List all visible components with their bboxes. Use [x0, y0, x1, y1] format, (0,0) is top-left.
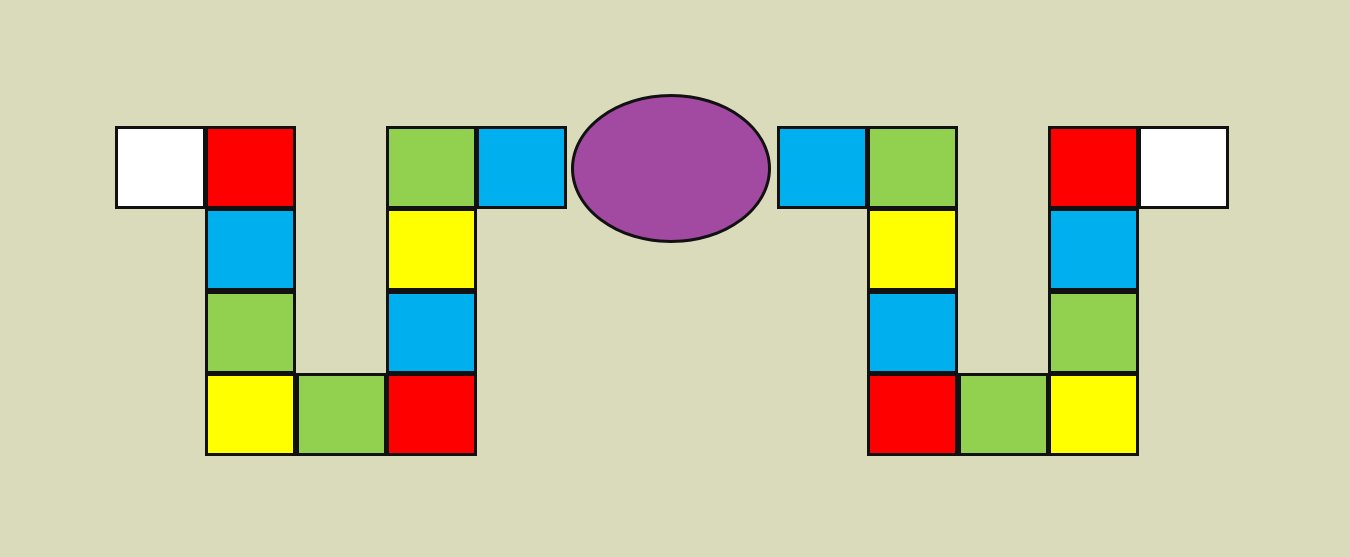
left-path-tile-2[interactable] — [205, 126, 296, 209]
right-path-tile-4[interactable] — [867, 291, 958, 374]
left-path-tile-3[interactable] — [205, 208, 296, 291]
right-path-tile-10[interactable] — [1048, 126, 1139, 209]
right-path-tile-5[interactable] — [867, 373, 958, 456]
left-path-tile-5[interactable] — [205, 373, 296, 456]
right-path-tile-7[interactable] — [1048, 373, 1139, 456]
left-path-tile-11[interactable] — [476, 126, 567, 209]
left-path-tile-8[interactable] — [386, 291, 477, 374]
left-path-tile-7[interactable] — [386, 373, 477, 456]
left-path-tile-10[interactable] — [386, 126, 477, 209]
center-oval-space[interactable] — [571, 94, 771, 243]
right-path-tile-9[interactable] — [1048, 208, 1139, 291]
left-path-tile-4[interactable] — [205, 291, 296, 374]
right-path-tile-3[interactable] — [867, 208, 958, 291]
right-path-tile-11[interactable] — [1138, 126, 1229, 209]
right-path-tile-1[interactable] — [777, 126, 868, 209]
right-path-tile-2[interactable] — [867, 126, 958, 209]
right-path-tile-8[interactable] — [1048, 291, 1139, 374]
left-path-tile-6[interactable] — [296, 373, 387, 456]
right-path-tile-6[interactable] — [958, 373, 1049, 456]
left-path-tile-1[interactable] — [115, 126, 206, 209]
left-path-tile-9[interactable] — [386, 208, 477, 291]
